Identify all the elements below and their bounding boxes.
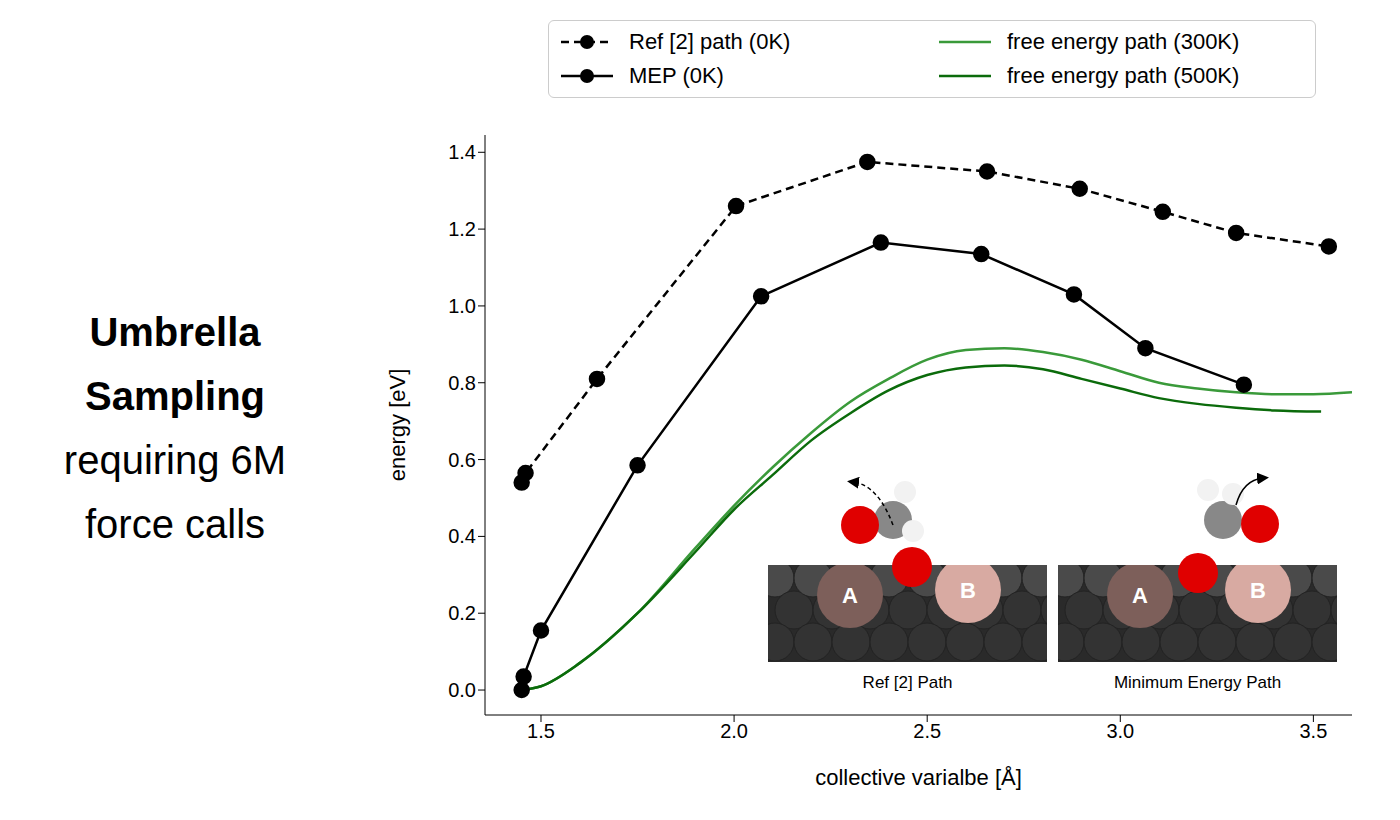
svg-text:0.2: 0.2 — [448, 602, 476, 624]
svg-text:0.0: 0.0 — [448, 679, 476, 701]
svg-text:1.2: 1.2 — [448, 218, 476, 240]
svg-text:3.5: 3.5 — [1299, 720, 1327, 742]
svg-text:energy [eV]: energy [eV] — [385, 369, 410, 482]
svg-text:1.5: 1.5 — [527, 720, 555, 742]
svg-text:0.8: 0.8 — [448, 372, 476, 394]
svg-text:Ref [2] Path: Ref [2] Path — [863, 673, 953, 692]
svg-text:A: A — [1132, 583, 1148, 608]
svg-text:1.4: 1.4 — [448, 141, 476, 163]
svg-text:2.5: 2.5 — [913, 720, 941, 742]
html-text:MEP (0K): MEP (0K) — [629, 63, 724, 88]
svg-text:2.0: 2.0 — [720, 720, 748, 742]
html-text:requiring 6M force calls: requiring 6M force calls — [63, 438, 287, 546]
html-text:free energy path (500K): free energy path (500K) — [1007, 63, 1240, 88]
svg-text:3.0: 3.0 — [1106, 720, 1134, 742]
html-text:Umbrella Sampling: Umbrella Sampling — [85, 310, 265, 418]
svg-text:B: B — [1250, 578, 1266, 603]
svg-text:A: A — [842, 583, 858, 608]
svg-text:1.0: 1.0 — [448, 295, 476, 317]
svg-text:B: B — [960, 578, 976, 603]
svg-text:0.6: 0.6 — [448, 449, 476, 471]
svg-text:collective varialbe [Å]: collective varialbe [Å] — [815, 765, 1022, 790]
svg-text:0.4: 0.4 — [448, 525, 476, 547]
html-text:free energy path (300K): free energy path (300K) — [1007, 29, 1240, 54]
html-text:Ref [2] path (0K): Ref [2] path (0K) — [629, 29, 791, 54]
svg-text:Minimum Energy Path: Minimum Energy Path — [1114, 673, 1281, 692]
